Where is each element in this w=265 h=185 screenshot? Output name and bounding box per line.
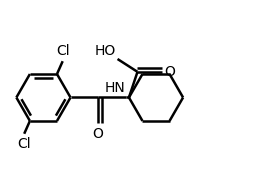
Text: O: O <box>92 127 103 141</box>
Text: HO: HO <box>94 44 115 58</box>
Text: Cl: Cl <box>56 44 69 58</box>
Text: HN: HN <box>105 81 125 95</box>
Text: O: O <box>165 65 175 79</box>
Text: Cl: Cl <box>17 137 31 151</box>
